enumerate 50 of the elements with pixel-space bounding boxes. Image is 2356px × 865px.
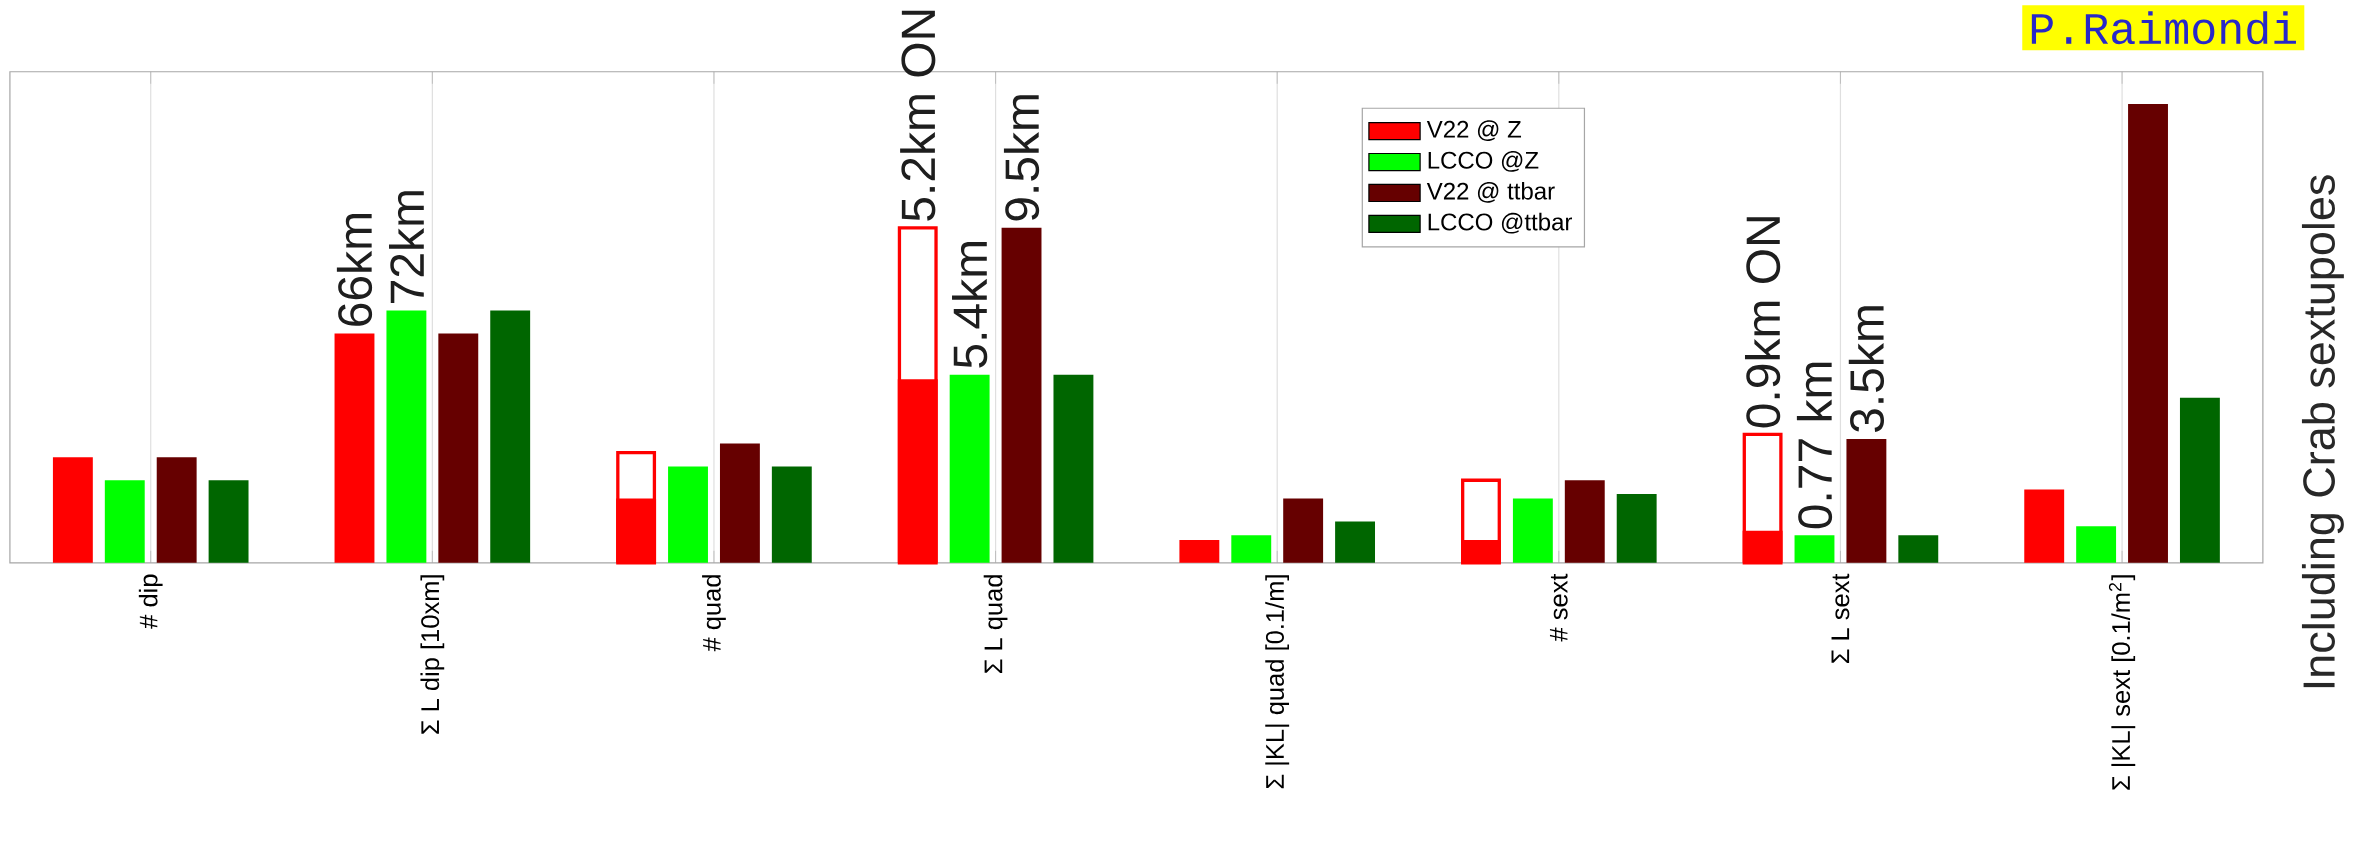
- x-tick-label: Σ |KL| quad [0.1/m]: [1265, 575, 1290, 789]
- bar: [386, 310, 427, 563]
- bar: [949, 374, 990, 563]
- annotation: 5.2km ON: [900, 10, 936, 221]
- bar: [2128, 103, 2168, 563]
- bar: [1512, 498, 1553, 563]
- bar: [334, 333, 375, 563]
- bar: [438, 333, 479, 563]
- legend-label: V22 @ Z: [1426, 120, 1522, 141]
- x-tick-label: # quad: [702, 575, 726, 652]
- x-tick-label: Σ L sext: [1831, 573, 1850, 663]
- bar: [156, 457, 197, 563]
- annotation: 3.5km: [1848, 306, 1885, 433]
- bar: [52, 457, 93, 563]
- x-tick-label: # dip: [138, 574, 163, 629]
- annotation: 0.77 km: [1796, 362, 1833, 529]
- bar: [1231, 535, 1272, 563]
- bar: [1616, 494, 1657, 563]
- x-tick-label: Σ |KL| sext [0.1/m$^{2}$]: [2108, 575, 2136, 790]
- bar: [2179, 397, 2220, 563]
- bar: [668, 466, 708, 563]
- bar: [1794, 535, 1835, 563]
- x-tick-label: # sext: [1549, 573, 1568, 642]
- bar: [490, 310, 531, 563]
- legend-label: LCCO @ttbar: [1428, 212, 1573, 234]
- x-tick-label: Σ L quad: [983, 575, 1008, 673]
- x-tick-label: Σ L dip [10xm]: [420, 575, 445, 734]
- annotation: 72km: [389, 191, 424, 303]
- text: Including Crab sextupoles: [2301, 175, 2344, 688]
- legend-label: V22 @ ttbar: [1426, 182, 1555, 203]
- text: P.Raimondi: [2031, 11, 2296, 45]
- bar: [1053, 374, 1094, 563]
- bar: [1898, 535, 1939, 563]
- bar: [208, 480, 249, 563]
- bar: [771, 466, 812, 563]
- annotation: 5.4km: [952, 242, 988, 368]
- annotation: 9.5km: [1003, 95, 1040, 221]
- bar: [1564, 480, 1605, 563]
- bar: [2024, 489, 2065, 563]
- legend-label: LCCO @Z: [1428, 151, 1539, 172]
- bar: [1335, 521, 1376, 563]
- bar: [1001, 227, 1042, 563]
- bar: [1179, 539, 1220, 563]
- bar: [719, 443, 760, 563]
- bar: [2076, 526, 2117, 563]
- annotation: 66km: [336, 214, 373, 326]
- bar: [104, 480, 145, 563]
- bar: [1846, 438, 1887, 563]
- bar: [1283, 498, 1324, 563]
- annotation: 0.9km ON: [1744, 217, 1781, 428]
